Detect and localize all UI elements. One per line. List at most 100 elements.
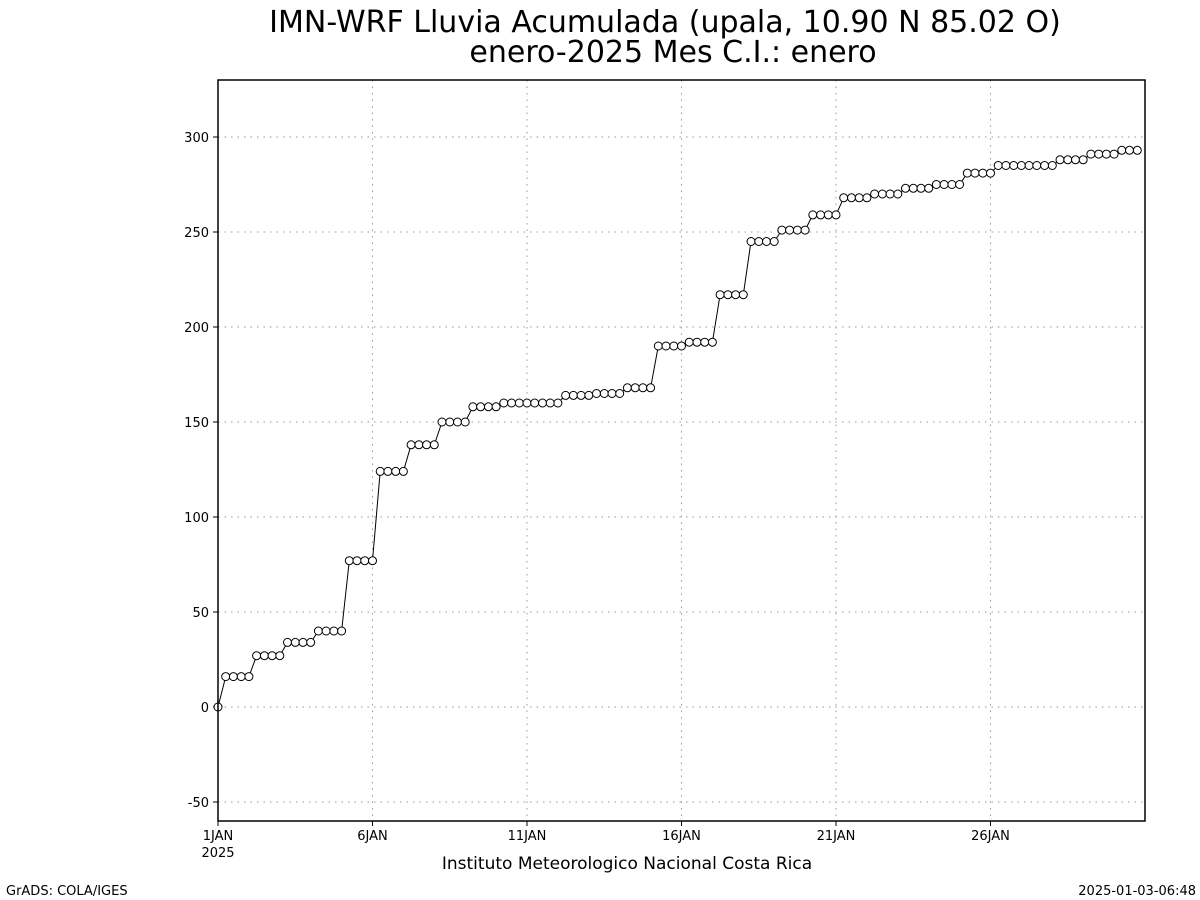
data-point: [854, 193, 864, 203]
data-point: [931, 180, 941, 189]
y-tick-label: 50: [192, 606, 209, 621]
data-point: [646, 383, 656, 393]
data-point: [499, 398, 509, 408]
data-point: [290, 637, 300, 647]
data-point: [939, 180, 949, 189]
data-point: [1125, 145, 1134, 155]
x-tick-label: 26JAN: [971, 829, 1010, 844]
data-point: [700, 337, 710, 347]
data-point: [530, 398, 540, 408]
data-point: [692, 337, 702, 347]
data-point: [707, 337, 717, 347]
data-point: [661, 341, 671, 351]
data-point: [1086, 149, 1096, 159]
data-point: [375, 466, 385, 476]
data-point: [252, 651, 262, 661]
data-point: [1055, 155, 1065, 165]
data-point: [1078, 155, 1088, 165]
data-point: [437, 417, 447, 427]
data-point: [1117, 145, 1127, 155]
data-point: [677, 341, 686, 351]
data-point: [978, 168, 988, 178]
data-point: [306, 637, 316, 647]
x-axis-ticks: 1JAN 2025 6JAN 11JAN 16JAN 21JAN 26JAN: [201, 821, 1010, 861]
data-point: [391, 466, 401, 476]
data-point: [538, 398, 547, 408]
y-tick-label: 100: [184, 511, 209, 526]
data-point: [360, 556, 370, 566]
x-tick-label: 6JAN: [357, 829, 388, 844]
data-point: [653, 341, 663, 351]
data-point: [1109, 149, 1119, 159]
x-tick-label: 21JAN: [817, 829, 856, 844]
data-point: [769, 237, 779, 246]
data-point: [986, 168, 995, 178]
data-point: [1071, 155, 1080, 165]
data-point: [1094, 149, 1104, 159]
data-point: [568, 390, 578, 400]
data-point: [545, 398, 555, 408]
data-point: [738, 290, 748, 300]
y-tick-label: 200: [184, 321, 209, 336]
data-point: [507, 398, 517, 408]
data-point: [970, 168, 980, 178]
data-point: [1024, 161, 1034, 170]
data-point: [592, 389, 601, 398]
data-point: [221, 672, 231, 682]
data-point: [313, 626, 323, 636]
data-point: [352, 556, 362, 566]
data-point: [816, 210, 826, 220]
data-point: [283, 637, 292, 647]
data-point: [476, 402, 486, 412]
data-point: [1001, 161, 1011, 170]
footer-right: 2025-01-03-06:48: [1078, 884, 1196, 899]
data-point: [429, 440, 439, 450]
data-point: [468, 402, 478, 412]
chart-title: IMN-WRF Lluvia Acumulada (upala, 10.90 N…: [269, 5, 1061, 40]
data-point: [244, 672, 254, 682]
data-point: [607, 389, 617, 398]
x-tick-sublabel: 2025: [201, 846, 234, 861]
data-point: [1063, 155, 1073, 165]
data-point: [785, 225, 795, 235]
data-point: [422, 440, 432, 450]
data-point: [630, 383, 640, 393]
data-point: [275, 651, 285, 661]
data-point: [321, 626, 331, 636]
chart-credit: Instituto Meteorologico Nacional Costa R…: [442, 854, 812, 874]
data-point: [877, 189, 887, 199]
data-point: [831, 210, 841, 220]
y-tick-label: 300: [184, 131, 209, 146]
data-point: [993, 161, 1003, 170]
data-point: [916, 183, 926, 193]
data-point: [368, 556, 377, 566]
data-point: [599, 389, 609, 398]
series-line: [217, 149, 1138, 708]
data-point: [870, 189, 880, 199]
data-point: [491, 402, 501, 412]
data-point: [924, 183, 934, 193]
data-point: [298, 637, 308, 647]
data-point: [800, 225, 810, 235]
data-point: [862, 193, 872, 203]
data-point: [576, 390, 586, 400]
y-tick-label: 250: [184, 226, 209, 241]
y-tick-label: 0: [201, 701, 209, 716]
data-point: [962, 168, 972, 178]
data-point: [1032, 161, 1042, 170]
footer-left: GrADS: COLA/IGES: [6, 884, 128, 899]
data-point: [622, 383, 632, 393]
plot-frame: [217, 79, 1146, 822]
data-point: [445, 417, 455, 427]
data-point: [329, 626, 339, 636]
data-point: [947, 180, 957, 189]
data-point: [267, 651, 277, 661]
data-point: [908, 183, 918, 193]
data-point: [823, 210, 833, 220]
data-point: [731, 290, 741, 300]
data-point: [584, 390, 594, 400]
x-tick-label: 1JAN: [203, 829, 234, 844]
data-point: [483, 402, 493, 412]
data-point: [839, 193, 849, 203]
